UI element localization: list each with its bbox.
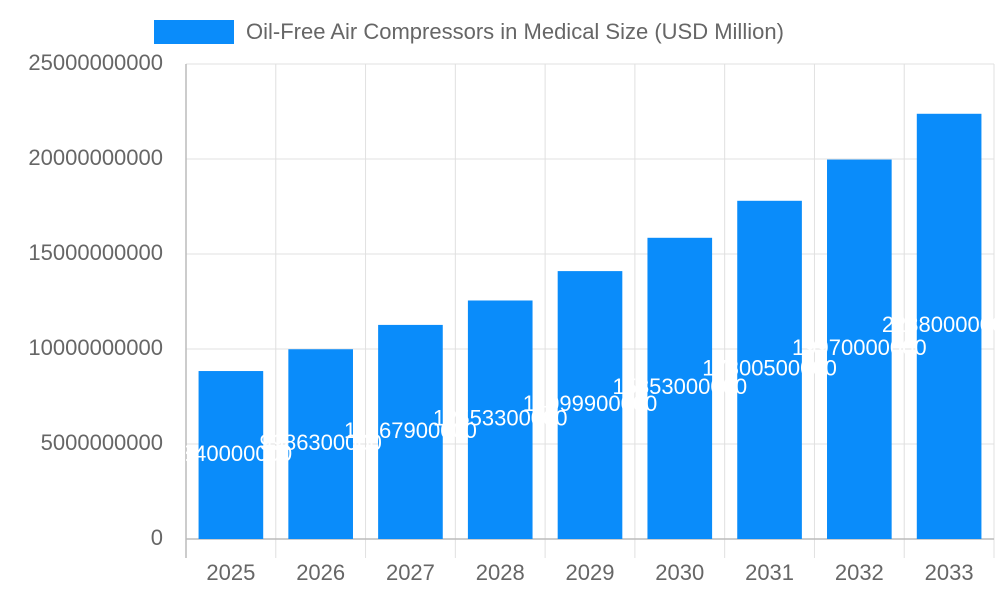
bar xyxy=(827,159,892,539)
bar-labels: 8840000000998630000011267900000125533000… xyxy=(170,312,1000,466)
value-label: 22380000000 xyxy=(882,312,1000,337)
legend-swatch xyxy=(154,20,234,44)
value-label: 11267900000 xyxy=(344,418,477,443)
y-tick-label: 0 xyxy=(151,525,163,550)
x-tick-label: 2025 xyxy=(206,560,255,585)
value-label: 15853000000 xyxy=(612,374,747,399)
bar xyxy=(378,324,443,539)
x-tick-label: 2030 xyxy=(655,560,704,585)
y-tick-label: 25000000000 xyxy=(28,50,163,75)
value-label: 17800500000 xyxy=(702,356,837,381)
x-tick-label: 2029 xyxy=(566,560,615,585)
value-label: 9986300000 xyxy=(259,430,381,455)
value-label: 12553300000 xyxy=(433,406,568,431)
value-label: 14099900000 xyxy=(523,391,658,416)
y-tick-label: 5000000000 xyxy=(41,430,163,455)
legend-label: Oil-Free Air Compressors in Medical Size… xyxy=(246,19,784,44)
bar xyxy=(288,349,353,539)
bar xyxy=(737,200,802,539)
x-tick-label: 2033 xyxy=(925,560,974,585)
y-tick-label: 20000000000 xyxy=(28,145,163,170)
bar xyxy=(647,237,713,539)
x-tick-label: 2027 xyxy=(386,560,435,585)
x-tick-label: 2026 xyxy=(296,560,345,585)
bar xyxy=(198,371,264,539)
bar xyxy=(916,113,982,539)
x-tick-label: 2031 xyxy=(745,560,794,585)
x-tick-label: 2032 xyxy=(835,560,884,585)
y-tick-label: 10000000000 xyxy=(28,335,163,360)
bar xyxy=(557,271,623,539)
bar xyxy=(467,300,533,539)
value-label: 19970000000 xyxy=(792,335,927,360)
value-label: 8840000000 xyxy=(170,441,292,466)
x-tick-label: 2028 xyxy=(476,560,525,585)
y-tick-label: 15000000000 xyxy=(28,240,163,265)
